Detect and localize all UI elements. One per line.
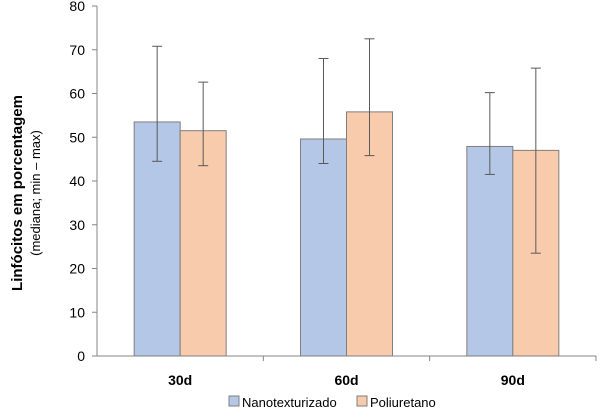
bar-nanotexturizado-60d: [300, 138, 347, 357]
y-tick-label: 20: [69, 261, 85, 277]
y-axis-title: Linfócitos em porcentagem: [9, 95, 26, 291]
y-axis-subtitle: (mediana; min – max): [28, 130, 43, 256]
y-tick-label: 0: [77, 348, 85, 364]
legend-label: Poliuretano: [370, 395, 436, 410]
y-tick-label: 60: [69, 86, 85, 102]
bar-poliuretano-30d: [179, 130, 227, 357]
legend-swatch-nanotexturizado: [228, 395, 240, 407]
legend-swatch-poliuretano: [356, 395, 368, 407]
legend: Nanotexturizado Poliuretano: [228, 395, 436, 410]
y-tick-label: 70: [69, 42, 85, 58]
y-tick-label: 50: [69, 129, 85, 145]
x-tick-label: 60d: [334, 372, 358, 388]
y-tick-label: 40: [69, 173, 85, 189]
x-tick-label: 90d: [501, 372, 525, 388]
x-tick-label: 30d: [168, 372, 192, 388]
bar-nanotexturizado-90d: [466, 145, 514, 357]
legend-label: Nanotexturizado: [242, 395, 337, 410]
y-tick-label: 10: [69, 304, 85, 320]
y-tick-label: 80: [69, 0, 85, 14]
y-tick-label: 30: [69, 217, 85, 233]
